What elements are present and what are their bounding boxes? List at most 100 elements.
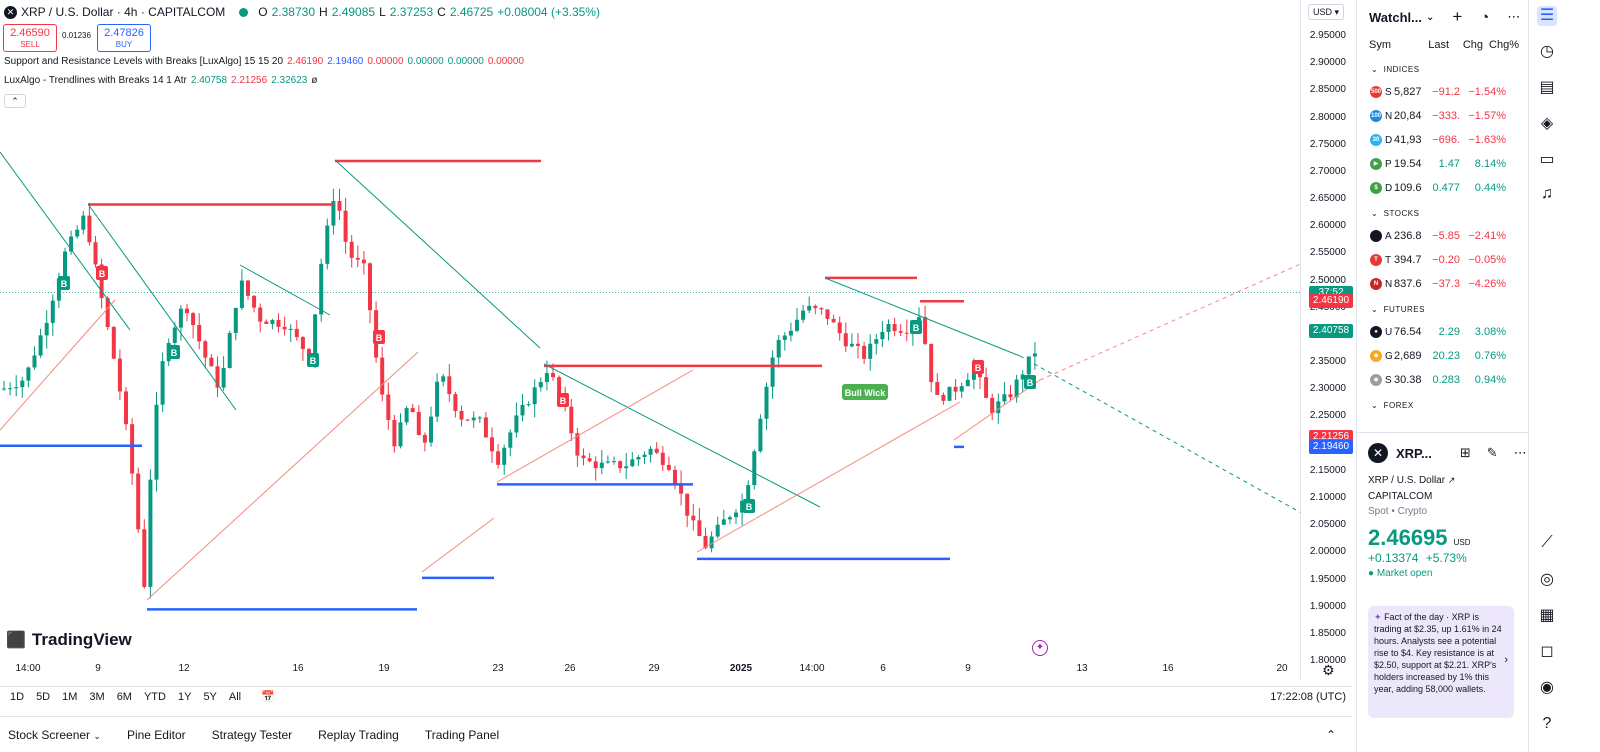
watchlist-row[interactable]: 100 N 20,84 −333. −1.57%: [1357, 104, 1528, 128]
watchlist-section-header[interactable]: ⌄ FUTURES: [1357, 296, 1528, 320]
candle-body: [38, 335, 43, 356]
price-chart[interactable]: B B B B B B B B B B Bull Wick: [0, 0, 1300, 680]
tab-stock-screener[interactable]: Stock Screener ⌄: [8, 728, 101, 742]
candle-body: [50, 300, 55, 323]
time-axis[interactable]: 14:00 9 12 16 19 23 26 29 2025 14:00 6 9 13 16 20: [0, 658, 1300, 680]
indicator-sr-name[interactable]: Support and Resistance Levels with Break…: [4, 56, 284, 67]
add-symbol-icon[interactable]: +: [1452, 7, 1463, 26]
col-chg-pct[interactable]: Chg%: [1489, 39, 1519, 51]
watchlist-row[interactable]: A 236.8 −5.85 −2.41%: [1357, 224, 1528, 248]
candle-body: [715, 524, 720, 537]
currency-select[interactable]: USD ▾: [1308, 4, 1344, 20]
maximize-panel-icon[interactable]: ⌃: [1325, 727, 1336, 742]
more-options-icon[interactable]: ⋯: [1513, 445, 1527, 460]
tradingview-logo[interactable]: ⬛ TradingView: [6, 630, 132, 650]
watchlist-icon[interactable]: ☰: [1537, 6, 1557, 26]
candle-body: [422, 435, 427, 443]
row-change: 20.23: [1432, 350, 1460, 362]
col-sym[interactable]: Sym: [1369, 39, 1391, 51]
col-last[interactable]: Last: [1428, 39, 1449, 51]
date-range-calendar-icon[interactable]: 📅: [261, 691, 275, 703]
tab-replay-trading[interactable]: Replay Trading: [318, 727, 399, 742]
grid-layout-icon[interactable]: ⊞: [1459, 445, 1471, 460]
details-name[interactable]: XRP / U.S. Dollar: [1368, 475, 1446, 486]
chevron-right-icon[interactable]: ›: [1504, 654, 1508, 666]
watchlist-row[interactable]: $ D 109.6 0.477 0.44%: [1357, 176, 1528, 200]
range-6m[interactable]: 6M: [116, 690, 132, 703]
candle-body: [325, 225, 330, 264]
candle-body: [124, 391, 128, 425]
trend-tool-icon[interactable]: ⟋: [1541, 534, 1553, 551]
break-marker-label: B: [746, 502, 753, 512]
candle-body: [343, 210, 348, 242]
news-icon[interactable]: ▤: [1539, 79, 1555, 96]
sell-button[interactable]: 2.46590 SELL: [3, 24, 57, 52]
watchlist-section-header[interactable]: ⌄ INDICES: [1357, 56, 1528, 80]
tab-trading-panel[interactable]: Trading Panel: [424, 727, 500, 742]
candle-body: [581, 455, 586, 459]
details-ticker[interactable]: XRP...: [1396, 445, 1432, 461]
right-toolbar: ☰ ◷ ▤ ◈ ▭ ♫ ⟋ ◎ ▦ ◻ ◉ ?: [1528, 0, 1600, 752]
range-1m[interactable]: 1M: [62, 690, 78, 703]
tab-pine-editor[interactable]: Pine Editor: [126, 727, 186, 742]
watchlist-section-header[interactable]: ⌄ STOCKS: [1357, 200, 1528, 224]
price-axis[interactable]: 2.95000 2.90000 2.85000 2.80000 2.75000 2.700…: [1300, 0, 1353, 680]
indicator-trendlines[interactable]: LuxAlgo - Trendlines with Breaks 14 1 At…: [4, 75, 317, 86]
collapse-legend-button[interactable]: ⌃: [4, 94, 26, 108]
more-options-icon[interactable]: ⋯: [1507, 9, 1521, 24]
watchlist-row[interactable]: ◆ G 2,689 20.23 0.76%: [1357, 344, 1528, 368]
speedometer-icon[interactable]: ◎: [1540, 571, 1554, 588]
advanced-view-icon[interactable]: ◔: [1480, 8, 1490, 26]
watchlist-row[interactable]: 30 D 41,93 −696. −1.63%: [1357, 128, 1528, 152]
watchlist-row[interactable]: 500 S 5,827 −91.2 −1.54%: [1357, 80, 1528, 104]
alerts-clock-icon[interactable]: ◷: [1540, 43, 1554, 60]
range-5y[interactable]: 5Y: [203, 690, 217, 703]
broadcast-icon[interactable]: ◉: [1540, 679, 1554, 696]
row-change-pct: −4.26%: [1468, 278, 1506, 290]
help-icon[interactable]: ?: [1542, 715, 1552, 732]
chart-pane[interactable]: B B B B B B B B B B Bull Wick ✕ XRP / U.S. Dollar …: [0, 0, 1300, 680]
calendar-icon[interactable]: ▦: [1539, 607, 1555, 624]
details-category: Spot • Crypto: [1368, 506, 1428, 517]
chevron-down-icon[interactable]: ⌄: [1425, 11, 1435, 23]
range-ytd[interactable]: YTD: [143, 690, 166, 703]
col-chg[interactable]: Chg: [1462, 39, 1483, 51]
tab-strategy-tester[interactable]: Strategy Tester: [211, 727, 293, 742]
candle-body: [459, 410, 464, 420]
break-marker: [96, 266, 108, 280]
chat-bubble-icon[interactable]: ◻: [1540, 643, 1554, 660]
watchlist-section-header[interactable]: ⌄ FOREX: [1357, 392, 1528, 416]
chat-icon[interactable]: ▭: [1539, 151, 1555, 168]
range-1y[interactable]: 1Y: [177, 690, 192, 703]
buy-button[interactable]: 2.47826 BUY: [97, 24, 151, 52]
external-link-icon[interactable]: ↗: [1447, 475, 1456, 485]
watchlist-row[interactable]: T T 394.7 −0.20 −0.05%: [1357, 248, 1528, 272]
indicator-sr-levels[interactable]: Support and Resistance Levels with Break…: [4, 56, 524, 67]
candle-body: [1032, 353, 1037, 357]
details-exchange[interactable]: CAPITALCOM: [1368, 491, 1433, 502]
range-all[interactable]: All: [228, 690, 242, 703]
range-3m[interactable]: 3M: [89, 690, 105, 703]
add-plus-icon[interactable]: ✦: [1032, 640, 1048, 656]
edit-pencil-icon[interactable]: ✎: [1486, 445, 1498, 460]
candle-body: [691, 515, 696, 521]
candle-body: [441, 376, 446, 382]
symbol-title[interactable]: XRP / U.S. Dollar · 4h · CAPITALCOM: [21, 5, 226, 19]
clock[interactable]: 17:22:08 (UTC): [1270, 691, 1346, 703]
notification-bell-icon[interactable]: ♫: [1541, 185, 1553, 202]
watchlist-row[interactable]: ▶ P 19.54 1.47 8.14%: [1357, 152, 1528, 176]
watchlist-row[interactable]: N N 837.6 −37.3 −4.26%: [1357, 272, 1528, 296]
indicator-tl-name[interactable]: LuxAlgo - Trendlines with Breaks 14 1 At…: [4, 75, 187, 86]
watchlist-title[interactable]: Watchl...: [1369, 9, 1422, 25]
fact-of-the-day[interactable]: ✦ Fact of the day · XRP is trading at $2…: [1368, 606, 1514, 718]
candle-body: [898, 331, 903, 333]
range-1d[interactable]: 1D: [10, 690, 25, 703]
watchlist-row[interactable]: ● U 76.54 2.29 3.08%: [1357, 320, 1528, 344]
settings-gear-icon[interactable]: ⚙: [1322, 662, 1335, 678]
buy-price: 2.47826: [104, 27, 144, 39]
range-5d[interactable]: 5D: [36, 690, 51, 703]
layers-icon[interactable]: ◈: [1540, 115, 1554, 132]
candle-body: [368, 263, 372, 311]
candle-body: [642, 454, 647, 458]
watchlist-row[interactable]: ◆ S 30.38 0.283 0.94%: [1357, 368, 1528, 392]
